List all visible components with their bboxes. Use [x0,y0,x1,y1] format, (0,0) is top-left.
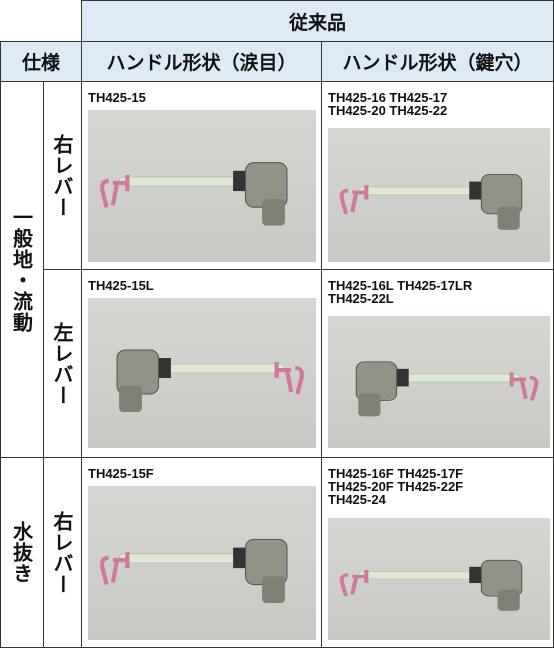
model-codes: TH425-15 [88,91,146,104]
model-code-line: TH425-15L [88,278,154,293]
model-code-line: TH425-22L [328,291,394,306]
cell [82,82,322,270]
model-code-line: TH425-16F TH425-17F [328,466,464,481]
group-header: 従来品 [82,0,554,42]
lever-label: 右レバー [44,82,82,270]
group-label: 一般地・流動 [0,82,44,458]
model-code-line: TH425-15 [88,90,146,105]
model-code-line: TH425-15F [88,466,154,481]
model-code-line: TH425-16 TH425-17 [328,90,448,105]
model-code-line: TH425-16L TH425-17LR [328,278,473,293]
model-codes: TH425-16F TH425-17F TH425-20F TH425-22F TH… [328,467,463,506]
model-code-line: TH425-20F TH425-22F [328,479,464,494]
group-label: 水抜き [0,458,44,648]
spec-header: 仕様 [0,42,82,82]
model-codes: TH425-15F [88,467,154,480]
product-image [328,128,550,262]
product-image [328,316,550,448]
product-image [88,486,316,640]
cell [82,270,322,458]
model-code-line: TH425-24 [328,492,386,507]
corner-cell [0,0,82,42]
column-header: ハンドル形状（涙目） [82,42,322,82]
model-codes: TH425-16 TH425-17 TH425-20 TH425-22 [328,91,447,117]
model-codes: TH425-16L TH425-17LR TH425-22L [328,279,472,305]
lever-label: 右レバー [44,458,82,648]
model-code-line: TH425-20 TH425-22 [328,103,448,118]
lever-label: 左レバー [44,270,82,458]
column-header: ハンドル形状（鍵穴） [322,42,554,82]
product-image [88,110,316,262]
product-image [328,518,550,640]
model-codes: TH425-15L [88,279,154,292]
product-image [88,298,316,448]
